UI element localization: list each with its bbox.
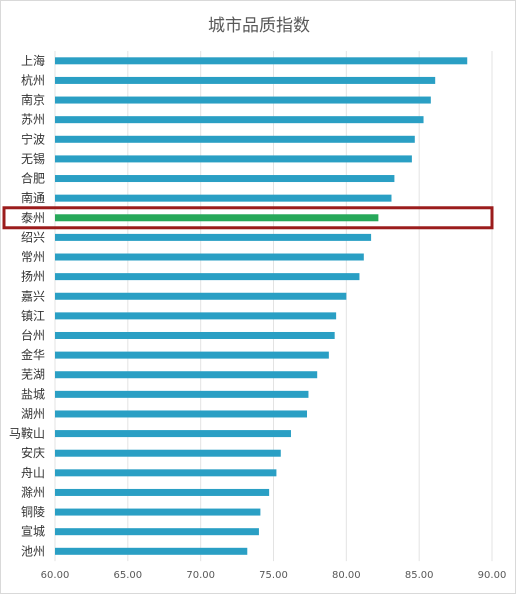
bar bbox=[55, 292, 347, 300]
bar bbox=[55, 76, 436, 84]
category-label: 铜陵 bbox=[21, 504, 45, 519]
category-label: 上海 bbox=[21, 53, 45, 68]
category-label: 宁波 bbox=[21, 131, 45, 146]
bar bbox=[55, 273, 360, 281]
category-label: 镇江 bbox=[21, 309, 45, 323]
x-tick-label: 75.00 bbox=[259, 570, 288, 581]
category-label: 宣城 bbox=[21, 524, 45, 539]
category-label: 合肥 bbox=[21, 171, 45, 186]
bar bbox=[55, 155, 412, 163]
bar bbox=[55, 194, 392, 202]
bar bbox=[55, 253, 364, 261]
category-label: 舟山 bbox=[21, 466, 45, 480]
bar bbox=[55, 331, 335, 339]
category-label: 扬州 bbox=[21, 269, 45, 284]
category-label: 安庆 bbox=[21, 445, 45, 460]
category-label: 绍兴 bbox=[21, 230, 45, 244]
bar bbox=[55, 410, 308, 418]
bar bbox=[55, 390, 309, 398]
category-label: 南通 bbox=[21, 190, 45, 205]
x-tick-label: 80.00 bbox=[332, 570, 361, 581]
bar bbox=[55, 449, 281, 457]
category-label: 滁州 bbox=[21, 484, 45, 499]
category-label: 嘉兴 bbox=[21, 289, 45, 303]
bar bbox=[55, 175, 395, 183]
bar bbox=[55, 96, 431, 104]
bar bbox=[55, 351, 329, 359]
bar-highlighted bbox=[55, 214, 379, 222]
category-label: 盐城 bbox=[21, 387, 45, 401]
category-label: 无锡 bbox=[21, 151, 45, 166]
category-label: 泰州 bbox=[21, 211, 45, 225]
bar bbox=[55, 116, 424, 124]
bar bbox=[55, 547, 248, 555]
bar bbox=[55, 57, 468, 65]
bar bbox=[55, 469, 277, 477]
category-label: 杭州 bbox=[21, 72, 45, 87]
bar bbox=[55, 371, 318, 379]
category-label: 金华 bbox=[21, 347, 45, 362]
bar bbox=[55, 233, 372, 241]
x-tick-label: 65.00 bbox=[114, 570, 143, 581]
x-tick-label: 85.00 bbox=[405, 570, 434, 581]
bar bbox=[55, 508, 261, 516]
bar bbox=[55, 312, 337, 320]
category-label: 马鞍山 bbox=[9, 426, 45, 441]
chart-title: 城市品质指数 bbox=[208, 16, 310, 36]
bar bbox=[55, 135, 415, 143]
category-label: 芜湖 bbox=[21, 367, 45, 382]
highlight-box bbox=[2, 206, 494, 230]
x-tick-label: 90.00 bbox=[478, 570, 507, 581]
category-label: 南京 bbox=[21, 92, 45, 107]
category-label: 苏州 bbox=[21, 113, 45, 127]
category-label: 台州 bbox=[21, 327, 45, 342]
category-label: 湖州 bbox=[21, 406, 45, 421]
bar bbox=[55, 430, 291, 438]
category-label: 常州 bbox=[21, 250, 45, 264]
x-tick-label: 60.00 bbox=[41, 570, 70, 581]
bar bbox=[55, 528, 259, 536]
category-label: 池州 bbox=[21, 544, 45, 558]
x-tick-label: 70.00 bbox=[186, 570, 215, 581]
bar bbox=[55, 488, 270, 496]
